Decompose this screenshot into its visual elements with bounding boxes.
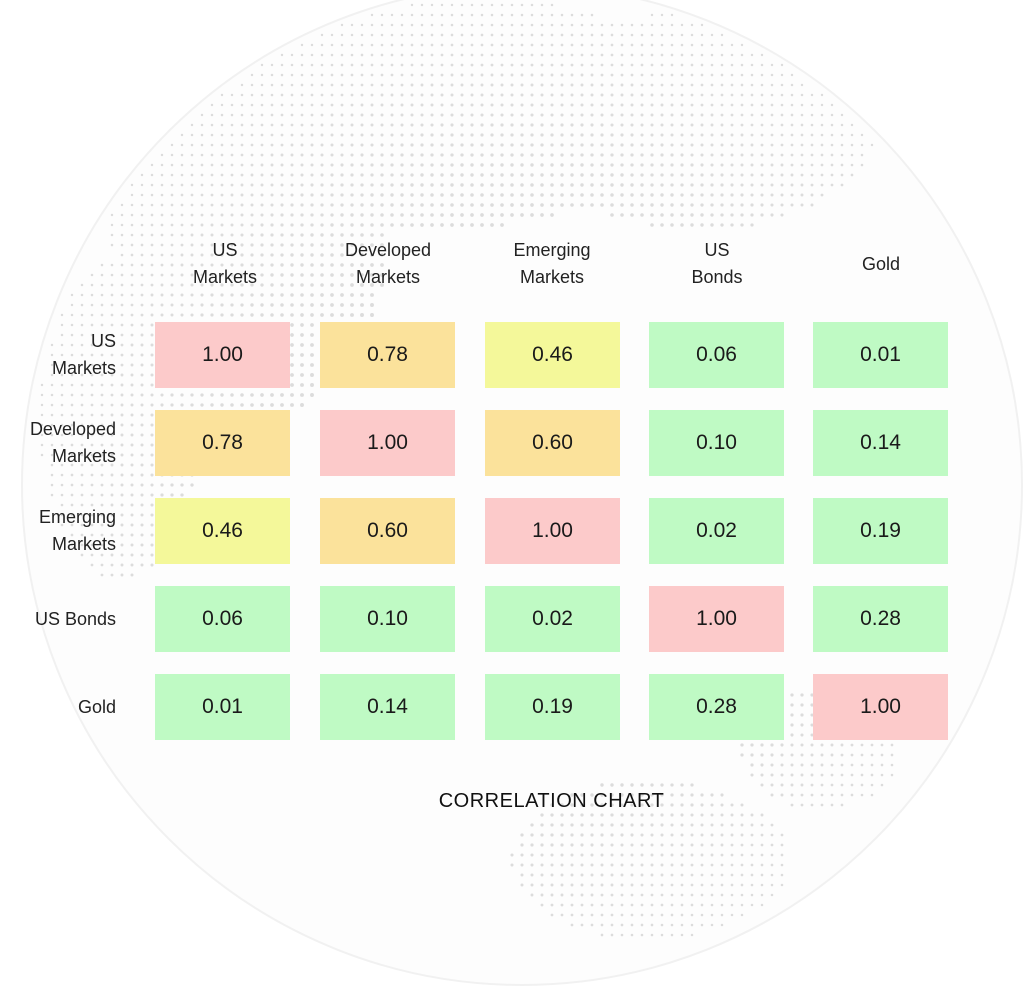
row-header: US Markets xyxy=(51,331,116,378)
row-header: Gold xyxy=(77,696,116,717)
column-header: Developed Markets xyxy=(344,240,432,287)
heatmap-cell: 0.28 xyxy=(649,674,784,740)
column-header: Emerging Markets xyxy=(513,240,591,287)
heatmap-cell: 0.06 xyxy=(155,586,290,652)
heatmap-cell: 0.78 xyxy=(320,322,455,388)
heatmap-cell: 0.14 xyxy=(813,410,948,476)
column-header: US Markets xyxy=(192,240,257,287)
heatmap-cell: 0.19 xyxy=(485,674,620,740)
heatmap-cell: 1.00 xyxy=(649,586,784,652)
heatmap-cell: 1.00 xyxy=(320,410,455,476)
column-header: US Bonds xyxy=(691,240,743,287)
row-header: US Bonds xyxy=(34,608,116,629)
heatmap-cell: 0.60 xyxy=(320,498,455,564)
heatmap-cell: 0.19 xyxy=(813,498,948,564)
heatmap-cell: 0.02 xyxy=(649,498,784,564)
heatmap-cell: 1.00 xyxy=(485,498,620,564)
heatmap-cell: 0.60 xyxy=(485,410,620,476)
heatmap-cell: 0.78 xyxy=(155,410,290,476)
column-header: Gold xyxy=(861,253,901,274)
heatmap-cell: 0.46 xyxy=(155,498,290,564)
heatmap-cell: 0.10 xyxy=(649,410,784,476)
row-header: Emerging Markets xyxy=(38,507,116,554)
row-header: Developed Markets xyxy=(29,419,116,466)
heatmap-cell: 0.01 xyxy=(813,322,948,388)
heatmap-cell: 0.06 xyxy=(649,322,784,388)
heatmap-cell: 0.46 xyxy=(485,322,620,388)
heatmap-cell: 0.28 xyxy=(813,586,948,652)
heatmap-cell: 1.00 xyxy=(155,322,290,388)
heatmap-cell: 0.02 xyxy=(485,586,620,652)
heatmap-cell: 0.01 xyxy=(155,674,290,740)
chart-title: CORRELATION CHART xyxy=(438,790,665,812)
heatmap-cell: 0.14 xyxy=(320,674,455,740)
heatmap-cell: 1.00 xyxy=(813,674,948,740)
heatmap-cell: 0.10 xyxy=(320,586,455,652)
